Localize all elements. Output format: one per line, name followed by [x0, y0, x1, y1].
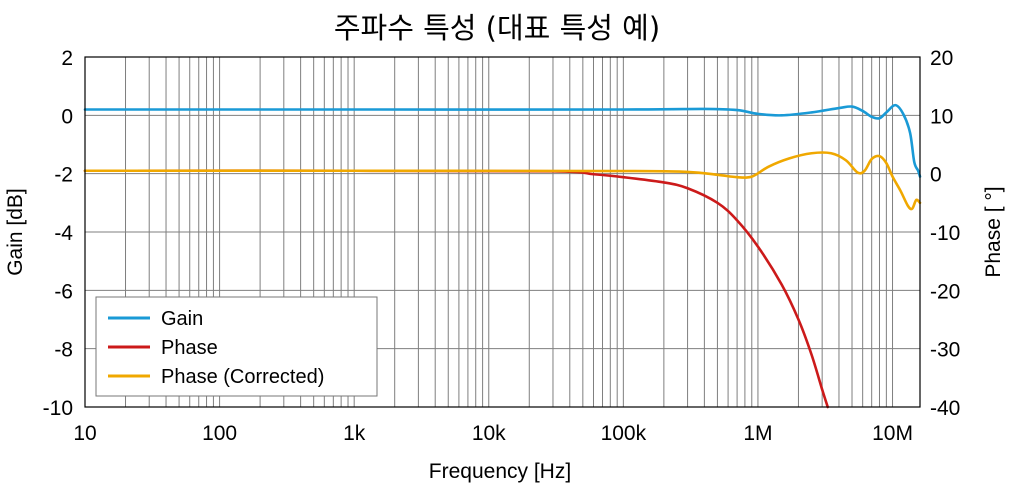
- y-tick-label-left: -8: [54, 339, 73, 362]
- x-tick-label: 100: [202, 422, 237, 445]
- x-tick-label: 10: [73, 422, 96, 445]
- legend-label-phase-corrected: Phase (Corrected): [161, 366, 324, 388]
- plot-frame: [84, 56, 921, 408]
- legend-label-gain: Gain: [161, 308, 203, 330]
- y-axis-label-right: Phase [ °]: [982, 186, 1005, 277]
- gain-series-line: [83, 103, 922, 178]
- x-tick-label: 1M: [743, 422, 772, 445]
- y-tick-label-right: -10: [930, 222, 960, 245]
- x-tick-label: 10M: [872, 422, 913, 445]
- tick-labels: 10 100 1k 10k 100k 1M 10M20-2-4-6-8-1020100-10…: [43, 47, 961, 445]
- x-tick-label: 10k: [472, 422, 506, 445]
- y-axis-label-left: Gain [dB]: [4, 188, 27, 276]
- chart-title: 주파수 특성 (대표 특성 예): [334, 11, 660, 45]
- y-tick-label-left: -10: [43, 397, 73, 420]
- y-tick-label-left: -2: [54, 164, 73, 187]
- x-tick-label: 1k: [343, 422, 366, 445]
- x-axis-label: Frequency [Hz]: [429, 460, 571, 483]
- y-tick-label-left: -4: [54, 222, 73, 245]
- y-tick-label-right: -20: [930, 280, 960, 303]
- y-tick-label-left: 0: [61, 105, 73, 128]
- y-tick-label-left: 2: [61, 47, 73, 70]
- phase-corrected-series-line: [83, 151, 922, 211]
- x-tick-label: 100k: [601, 422, 647, 445]
- legend: Gain Phase Phase (Corrected): [95, 296, 378, 397]
- legend-label-phase: Phase: [161, 337, 218, 359]
- plot-curves: [83, 103, 922, 409]
- y-tick-label-right: 0: [930, 164, 942, 187]
- y-tick-label-right: 20: [930, 47, 953, 70]
- y-tick-label-right: 10: [930, 105, 953, 128]
- y-tick-label-right: -40: [930, 397, 960, 420]
- y-tick-label-right: -30: [930, 339, 960, 362]
- y-tick-label-left: -6: [54, 280, 73, 303]
